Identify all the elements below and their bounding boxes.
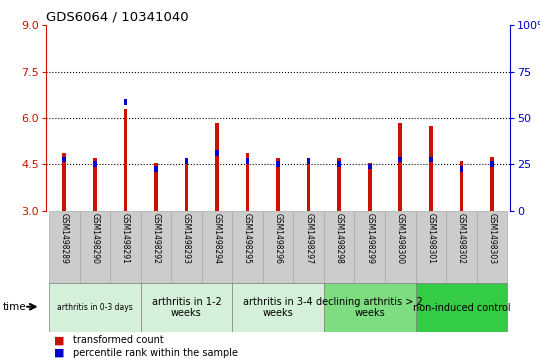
Bar — [215, 150, 219, 156]
Bar — [215, 123, 219, 211]
Bar — [124, 99, 127, 105]
Bar — [429, 126, 433, 211]
Bar — [368, 163, 372, 211]
Bar — [385, 211, 416, 283]
Bar — [399, 157, 402, 162]
Bar — [63, 157, 66, 162]
Bar — [477, 211, 507, 283]
Text: GSM1498298: GSM1498298 — [335, 213, 343, 264]
Bar — [93, 158, 97, 211]
Text: GSM1498294: GSM1498294 — [213, 213, 221, 264]
Bar — [171, 211, 202, 283]
Bar — [354, 211, 385, 283]
Text: ■: ■ — [54, 335, 64, 346]
Text: time: time — [3, 302, 26, 312]
Bar — [232, 283, 324, 332]
Text: transformed count: transformed count — [73, 335, 164, 346]
Bar — [185, 158, 188, 164]
Bar — [446, 211, 477, 283]
Bar — [460, 166, 463, 172]
Text: GSM1498295: GSM1498295 — [243, 213, 252, 264]
Bar — [368, 164, 372, 169]
Text: GDS6064 / 10341040: GDS6064 / 10341040 — [46, 11, 188, 24]
Text: GSM1498290: GSM1498290 — [90, 213, 99, 264]
Text: percentile rank within the sample: percentile rank within the sample — [73, 348, 238, 358]
Bar — [110, 211, 140, 283]
Text: GSM1498302: GSM1498302 — [457, 213, 466, 264]
Bar — [49, 211, 79, 283]
Bar — [324, 283, 416, 332]
Bar — [490, 162, 494, 167]
Bar — [140, 211, 171, 283]
Bar — [246, 154, 249, 211]
Text: GSM1498292: GSM1498292 — [151, 213, 160, 264]
Bar — [93, 162, 97, 167]
Bar — [490, 156, 494, 211]
Text: arthritis in 1-2
weeks: arthritis in 1-2 weeks — [152, 297, 221, 318]
Text: GSM1498300: GSM1498300 — [396, 213, 405, 265]
Bar — [338, 162, 341, 167]
Text: ■: ■ — [54, 348, 64, 358]
Bar — [124, 109, 127, 211]
Bar — [307, 158, 310, 211]
Bar — [154, 163, 158, 211]
Text: GSM1498293: GSM1498293 — [182, 213, 191, 264]
Text: GSM1498291: GSM1498291 — [121, 213, 130, 264]
Bar — [338, 158, 341, 211]
Text: declining arthritis > 2
weeks: declining arthritis > 2 weeks — [316, 297, 423, 318]
Bar — [154, 166, 158, 172]
Bar — [246, 158, 249, 164]
Bar — [79, 211, 110, 283]
Bar — [429, 157, 433, 162]
Bar — [63, 154, 66, 211]
Bar — [276, 162, 280, 167]
Bar — [416, 211, 446, 283]
Bar — [202, 211, 232, 283]
Bar — [276, 158, 280, 211]
Text: GSM1498297: GSM1498297 — [304, 213, 313, 264]
Bar — [324, 211, 354, 283]
Bar — [232, 211, 263, 283]
Bar — [399, 123, 402, 211]
Text: GSM1498289: GSM1498289 — [60, 213, 69, 264]
Text: arthritis in 0-3 days: arthritis in 0-3 days — [57, 303, 133, 312]
Bar — [49, 283, 140, 332]
Text: GSM1498301: GSM1498301 — [427, 213, 435, 264]
Bar — [263, 211, 293, 283]
Text: non-induced control: non-induced control — [413, 303, 510, 313]
Bar — [140, 283, 232, 332]
Text: GSM1498296: GSM1498296 — [274, 213, 282, 264]
Bar — [416, 283, 507, 332]
Text: GSM1498303: GSM1498303 — [488, 213, 496, 265]
Bar — [185, 158, 188, 211]
Text: arthritis in 3-4
weeks: arthritis in 3-4 weeks — [244, 297, 313, 318]
Text: GSM1498299: GSM1498299 — [365, 213, 374, 264]
Bar — [293, 211, 324, 283]
Bar — [307, 158, 310, 164]
Bar — [460, 161, 463, 211]
